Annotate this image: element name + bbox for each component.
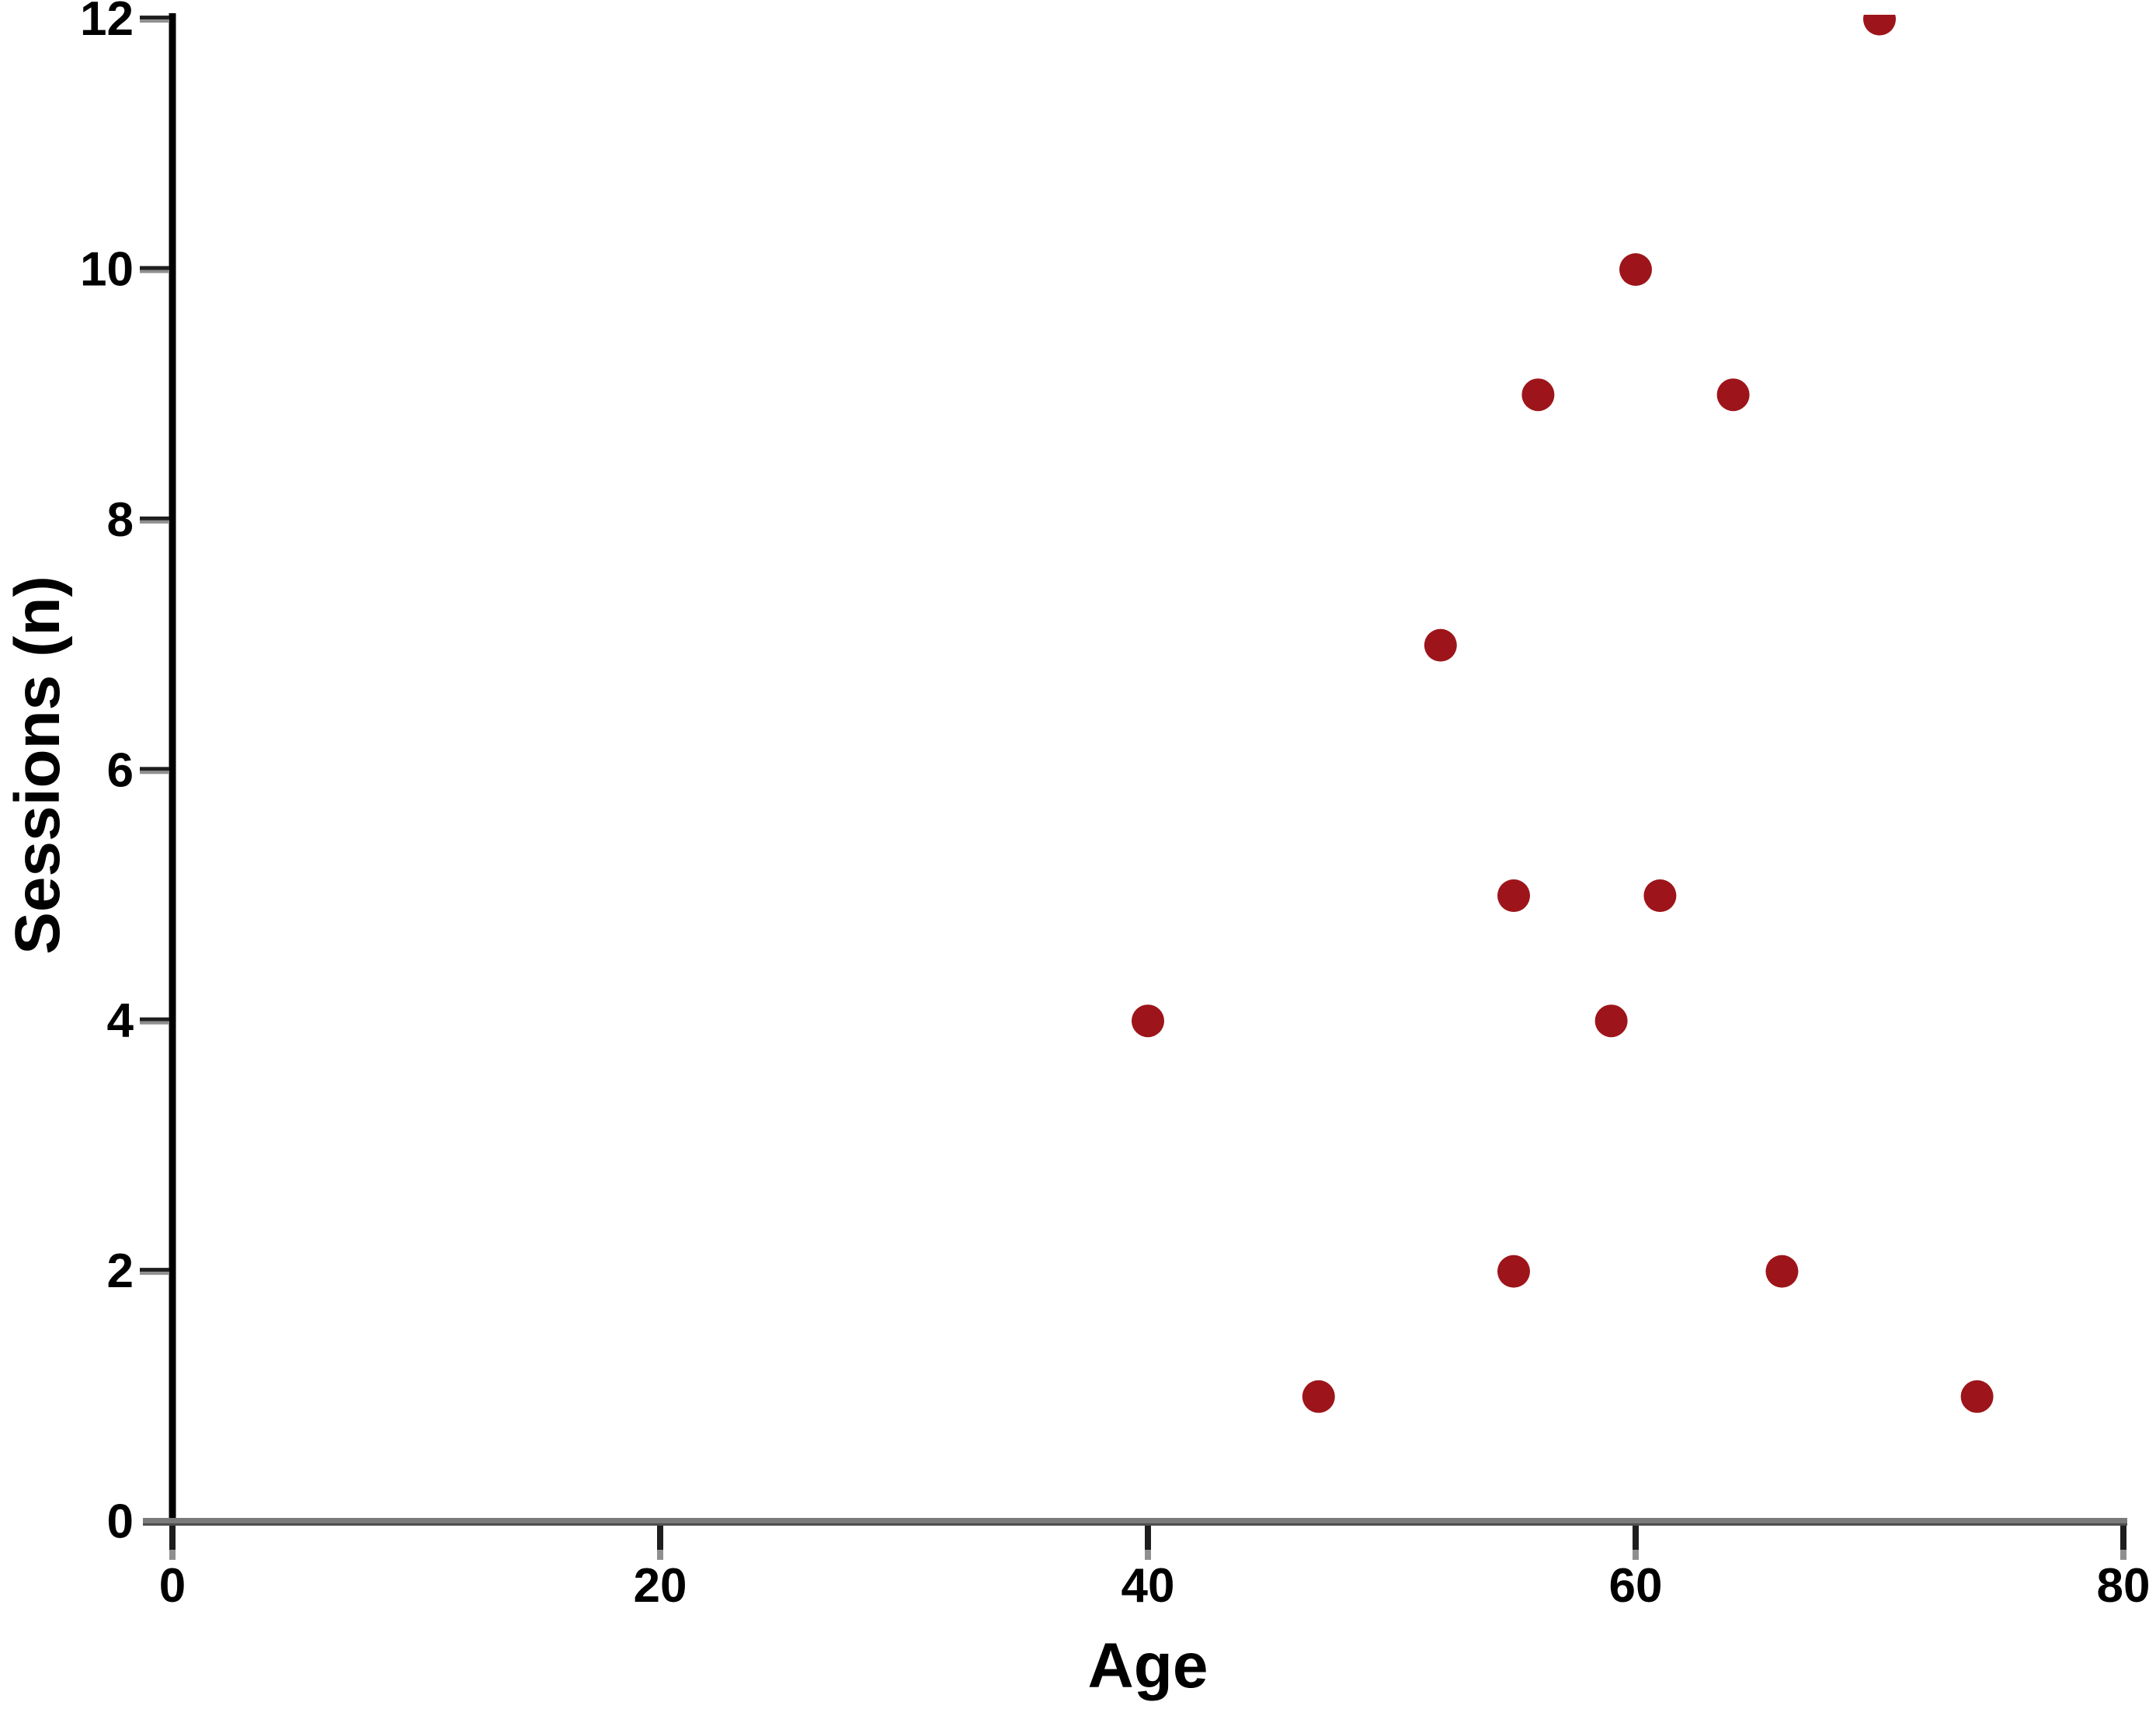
x-tick-label: 40 bbox=[1121, 1559, 1175, 1613]
y-axis-title: Sessions (n) bbox=[2, 576, 73, 955]
x-axis-line-edge bbox=[143, 1523, 2127, 1526]
y-tick-shadow bbox=[140, 1272, 169, 1276]
x-tick-shadow bbox=[1145, 1550, 1151, 1560]
data-point bbox=[1521, 378, 1555, 412]
x-tick bbox=[169, 1526, 176, 1550]
y-tick bbox=[140, 1017, 169, 1022]
data-point bbox=[1643, 879, 1677, 912]
data-point bbox=[1424, 628, 1457, 662]
data-point bbox=[1765, 1255, 1799, 1288]
data-point bbox=[1497, 1255, 1530, 1288]
axes-layer bbox=[140, 13, 2127, 1560]
y-tick-label: 12 bbox=[80, 0, 134, 46]
y-tick-shadow bbox=[140, 19, 169, 23]
x-tick-shadow bbox=[657, 1550, 663, 1560]
y-tick bbox=[140, 767, 169, 771]
x-tick bbox=[1633, 1526, 1639, 1550]
x-axis-line bbox=[143, 1518, 2127, 1526]
y-tick-label: 0 bbox=[107, 1495, 134, 1549]
y-tick-label: 8 bbox=[107, 493, 134, 547]
data-point bbox=[1132, 1004, 1164, 1038]
x-axis-title: Age bbox=[1088, 1631, 1208, 1701]
data-point bbox=[1302, 1380, 1335, 1413]
y-tick-shadow bbox=[140, 1021, 169, 1025]
y-tick bbox=[140, 266, 169, 270]
y-tick bbox=[140, 16, 169, 20]
data-points-layer bbox=[1132, 15, 1994, 1413]
y-axis-line bbox=[169, 13, 176, 1526]
x-tick bbox=[657, 1526, 663, 1550]
y-tick-label: 10 bbox=[80, 243, 134, 297]
data-point bbox=[1863, 15, 1896, 36]
x-tick bbox=[2120, 1526, 2126, 1550]
x-tick-label: 0 bbox=[159, 1559, 186, 1613]
x-tick-shadow bbox=[1633, 1550, 1639, 1560]
x-tick-shadow bbox=[2120, 1550, 2126, 1560]
y-tick bbox=[140, 1268, 169, 1272]
x-tick-shadow bbox=[169, 1550, 176, 1560]
data-point bbox=[1960, 1380, 1994, 1413]
y-tick-label: 6 bbox=[107, 743, 134, 797]
data-point bbox=[1497, 879, 1530, 912]
y-tick-shadow bbox=[140, 771, 169, 774]
data-point bbox=[1594, 1004, 1628, 1038]
data-point bbox=[1716, 378, 1750, 412]
y-tick-label: 2 bbox=[107, 1244, 134, 1298]
x-tick-label: 20 bbox=[634, 1559, 687, 1613]
y-tick-label: 4 bbox=[107, 994, 134, 1048]
y-tick bbox=[140, 516, 169, 520]
x-tick bbox=[1145, 1526, 1151, 1550]
data-point bbox=[1619, 253, 1652, 286]
y-tick-shadow bbox=[140, 520, 169, 524]
x-tick-label: 60 bbox=[1609, 1559, 1663, 1613]
tick-label-layer: 0 2 4 6 8 10 12 0 20 40 60 80 bbox=[80, 0, 2150, 1613]
y-tick-shadow bbox=[140, 270, 169, 273]
x-tick-label: 80 bbox=[2097, 1559, 2151, 1613]
